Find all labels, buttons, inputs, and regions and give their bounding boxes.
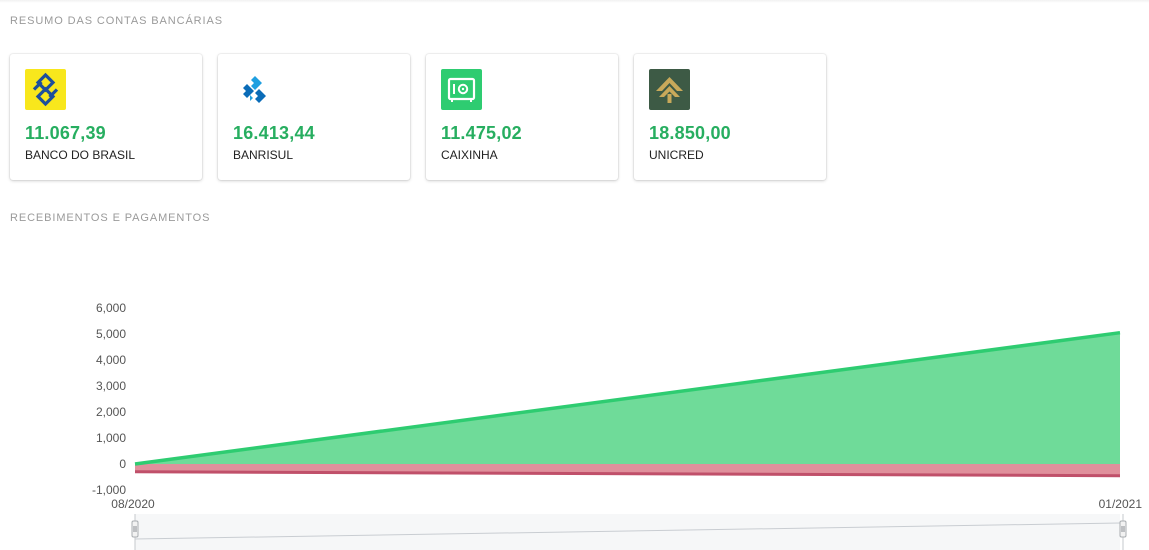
account-card-banrisul[interactable]: 16.413,44 BANRISUL bbox=[218, 54, 410, 180]
x-tick-label: 01/2021 bbox=[1099, 497, 1143, 511]
account-name: UNICRED bbox=[649, 148, 704, 162]
y-tick-label: 6,000 bbox=[96, 301, 126, 315]
y-tick-label: -1,000 bbox=[92, 483, 126, 497]
account-name: BANCO DO BRASIL bbox=[25, 148, 136, 162]
account-balance: 11.475,02 bbox=[441, 123, 522, 143]
range-navigator[interactable] bbox=[131, 514, 1127, 550]
y-tick-label: 2,000 bbox=[96, 405, 126, 419]
navigator-left-handle[interactable] bbox=[131, 520, 139, 538]
account-card-caixinha[interactable]: 11.475,02 CAIXINHA bbox=[426, 54, 618, 180]
account-card-unicred[interactable]: 18.850,00 UNICRED bbox=[634, 54, 826, 180]
x-tick-label: 08/2020 bbox=[111, 497, 155, 511]
y-axis: 6,000 5,000 4,000 3,000 2,000 1,000 0 -1,000 bbox=[92, 301, 126, 497]
plot-area bbox=[134, 330, 1121, 478]
x-axis: 08/2020 01/2021 bbox=[111, 497, 1142, 511]
payments-area bbox=[135, 464, 1120, 476]
y-tick-label: 1,000 bbox=[96, 431, 126, 445]
account-name: CAIXINHA bbox=[441, 148, 498, 162]
receipts-line bbox=[134, 330, 1121, 466]
account-balance: 11.067,39 bbox=[25, 123, 106, 143]
accounts-section-title: RESUMO DAS CONTAS BANCÁRIAS bbox=[10, 15, 223, 27]
navigator-right-handle[interactable] bbox=[1119, 520, 1127, 538]
banrisul-logo bbox=[233, 69, 274, 110]
y-tick-label: 4,000 bbox=[96, 353, 126, 367]
safe-icon bbox=[441, 69, 482, 110]
account-balance: 16.413,44 bbox=[233, 123, 315, 143]
account-balance: 18.850,00 bbox=[649, 123, 731, 143]
payments-line bbox=[134, 470, 1121, 478]
y-tick-label: 0 bbox=[119, 457, 126, 471]
receipts-payments-chart: 6,000 5,000 4,000 3,000 2,000 1,000 0 -1,000 08… bbox=[92, 301, 1142, 550]
banco-do-brasil-logo bbox=[25, 69, 66, 110]
navigator-series-line bbox=[134, 522, 1121, 540]
y-tick-label: 3,000 bbox=[96, 379, 126, 393]
account-card-banco-do-brasil[interactable]: 11.067,39 BANCO DO BRASIL bbox=[10, 54, 202, 180]
top-divider bbox=[0, 0, 1149, 3]
chart-section-title: RECEBIMENTOS E PAGAMENTOS bbox=[10, 212, 211, 224]
navigator-background bbox=[135, 514, 1120, 550]
account-name: BANRISUL bbox=[233, 148, 294, 162]
unicred-logo bbox=[649, 69, 690, 110]
y-tick-label: 5,000 bbox=[96, 327, 126, 341]
